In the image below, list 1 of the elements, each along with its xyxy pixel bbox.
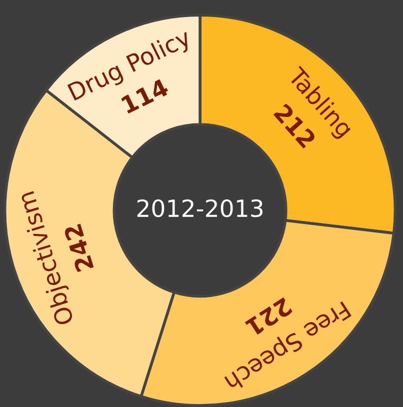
text: 2012-2013 [137,199,262,218]
